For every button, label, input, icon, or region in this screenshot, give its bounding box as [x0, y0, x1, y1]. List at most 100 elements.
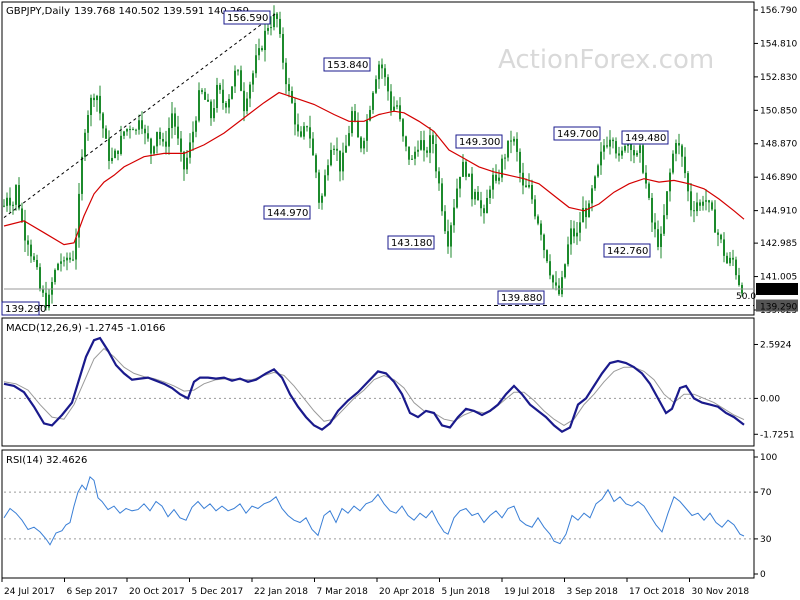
price-candles: [3, 5, 743, 311]
candle-body: [585, 208, 587, 218]
swing-label: 156.590: [223, 10, 271, 25]
candle-body: [24, 220, 26, 241]
candle-body: [357, 120, 359, 138]
candle-body: [228, 98, 230, 108]
price-axis: 156.790 154.810 152.830 150.850 148.870 146.8…: [754, 6, 798, 316]
macd-title: MACD(12,26,9) -1.2745 -1.0166: [6, 323, 166, 334]
candle-body: [414, 151, 416, 159]
candle-body: [198, 90, 200, 121]
candle-body: [396, 105, 398, 107]
trendline: [3, 12, 277, 218]
candle-body: [267, 28, 269, 31]
candle-body: [375, 79, 377, 93]
candle-body: [6, 197, 8, 206]
candle-body: [372, 92, 374, 110]
candle-body: [387, 77, 389, 92]
candle-body: [345, 145, 347, 153]
candle-body: [378, 64, 380, 80]
candle-body: [12, 204, 14, 206]
swing-label: 144.970: [263, 205, 311, 220]
candle-body: [213, 108, 215, 119]
candle-body: [354, 111, 356, 121]
candle-body: [663, 215, 665, 234]
price-panel[interactable]: [1, 1, 755, 316]
candle-body: [336, 148, 338, 151]
macd-line: [3, 336, 745, 434]
macd-panel[interactable]: [1, 317, 755, 447]
candle-body: [75, 237, 77, 260]
candle-body: [594, 176, 596, 189]
candle-body: [645, 172, 647, 184]
candle-body: [546, 250, 548, 262]
candle-body: [444, 211, 446, 232]
candle-body: [243, 90, 245, 112]
candle-body: [576, 232, 578, 237]
candle-body: [150, 138, 152, 154]
candle-body: [234, 70, 236, 87]
candle-body: [87, 115, 89, 133]
candle-body: [147, 133, 149, 139]
candle-body: [510, 140, 512, 142]
candle-body: [366, 120, 368, 141]
candle-body: [264, 30, 266, 51]
candle-body: [132, 129, 134, 131]
candle-body: [525, 185, 527, 188]
candle-body: [528, 184, 530, 188]
candle-body: [312, 138, 314, 156]
swing-label-box: [553, 126, 601, 141]
candle-body: [429, 135, 431, 153]
candle-body: [669, 172, 671, 192]
candle-body: [453, 207, 455, 226]
candle-body: [501, 158, 503, 178]
candle-body: [33, 256, 35, 260]
candle-body: [417, 149, 419, 152]
candle-body: [258, 48, 260, 56]
candle-body: [21, 208, 23, 221]
candle-body: [369, 109, 371, 121]
swing-label: 139.290: [1, 301, 46, 316]
rsi-panel[interactable]: [1, 449, 755, 579]
candle-body: [720, 234, 722, 240]
x-axis-label: 30 Nov 2018: [692, 587, 750, 597]
candle-body: [162, 138, 164, 142]
candle-body: [18, 185, 20, 209]
candle-body: [201, 90, 203, 92]
price-axis-label: 146.890: [760, 173, 797, 183]
candle-body: [186, 157, 188, 170]
swing-label-text: 149.300: [459, 137, 500, 148]
candle-body: [216, 84, 218, 109]
candle-body: [624, 145, 626, 151]
moving-average-line: [3, 91, 745, 246]
candle-body: [306, 126, 308, 128]
candle-body: [360, 137, 362, 149]
candle-body: [615, 141, 617, 154]
candle-body: [120, 135, 122, 154]
candle-body: [621, 150, 623, 156]
candle-body: [420, 140, 422, 150]
candle-body: [735, 259, 737, 276]
swing-label-box: [263, 205, 311, 220]
x-axis-label: 17 Oct 2018: [629, 587, 685, 597]
rsi-axis-label: 30: [760, 535, 772, 545]
candle-body: [123, 131, 125, 136]
candle-body: [549, 261, 551, 276]
candle-body: [72, 259, 74, 261]
rsi-axis-label: 100: [760, 453, 777, 463]
candle-body: [516, 138, 518, 152]
candle-body: [636, 152, 638, 156]
candle-body: [48, 294, 50, 308]
candle-body: [675, 143, 677, 154]
candle-body: [690, 191, 692, 211]
candle-body: [93, 97, 95, 101]
swing-label-box: [387, 235, 435, 250]
swing-label-box: [1, 301, 40, 316]
candle-body: [90, 97, 92, 116]
candle-body: [249, 84, 251, 99]
candle-body: [180, 138, 182, 152]
candle-body: [363, 140, 365, 149]
candle-body: [543, 234, 545, 251]
candle-body: [129, 129, 131, 131]
candle-body: [495, 174, 497, 181]
candle-body: [582, 208, 584, 223]
fib-level-label: 50.0: [736, 292, 756, 302]
